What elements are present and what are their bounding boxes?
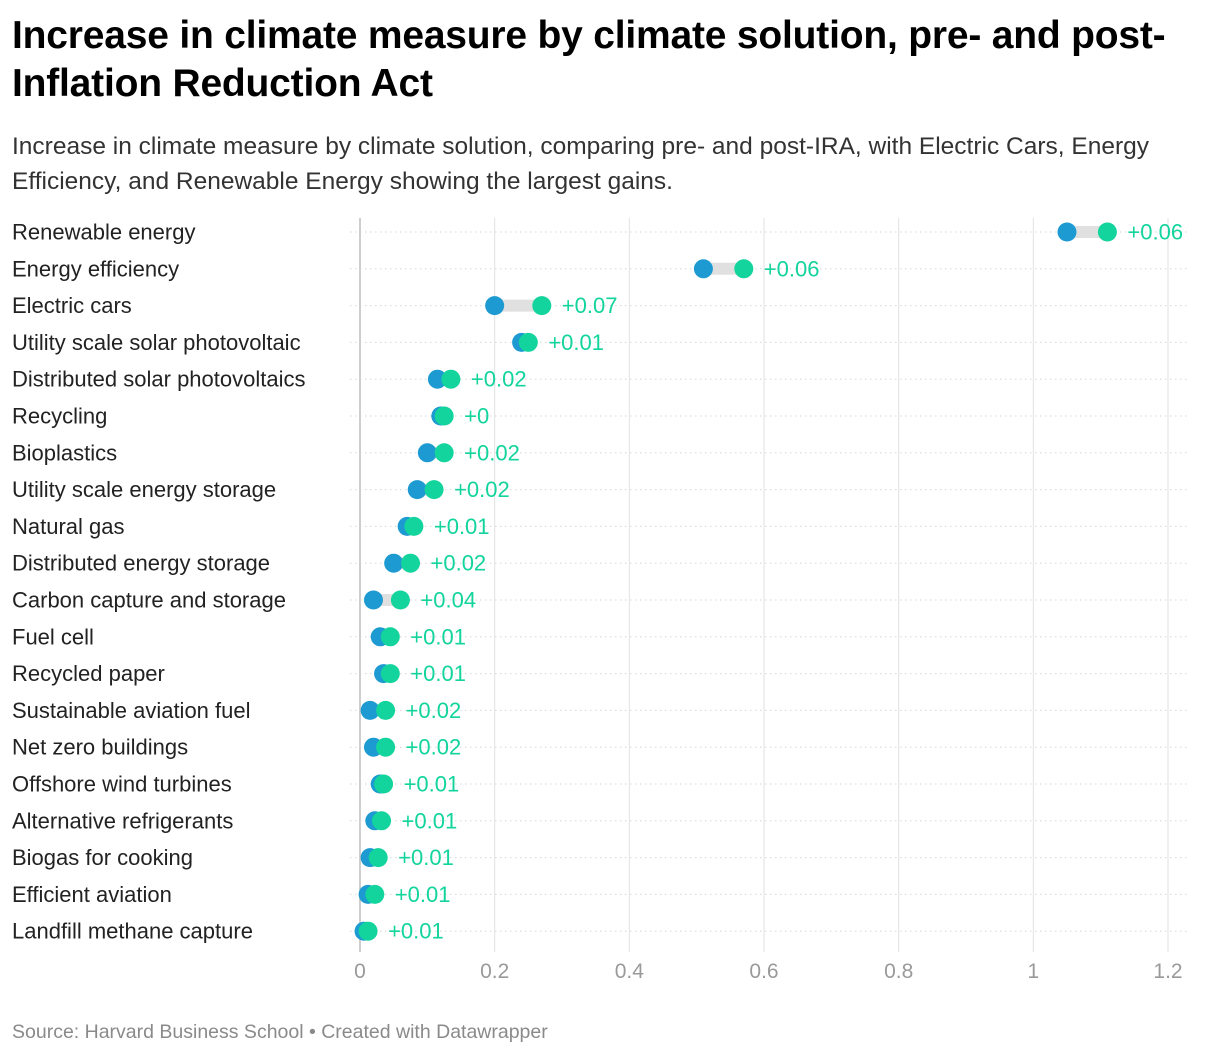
difference-label: +0.02 (454, 477, 510, 502)
post-ira-dot (518, 332, 538, 352)
difference-label: +0.02 (471, 367, 527, 392)
post-ira-dot (404, 516, 424, 536)
post-ira-dot (401, 553, 420, 573)
row-label: Sustainable aviation fuel (12, 698, 251, 723)
post-ira-dot (380, 627, 400, 647)
post-ira-dot (376, 700, 396, 720)
row-label: Recycled paper (12, 661, 165, 686)
row-label: Net zero buildings (12, 735, 188, 760)
difference-label: +0 (464, 404, 489, 429)
post-ira-dot (358, 921, 378, 941)
x-tick-label: 0.4 (615, 960, 645, 983)
pre-ira-dot (427, 369, 447, 389)
post-ira-dot (424, 480, 444, 500)
row-label: Fuel cell (12, 624, 94, 649)
post-ira-dot (376, 737, 396, 757)
row-label: Utility scale energy storage (12, 477, 276, 502)
post-ira-dot (365, 884, 385, 904)
x-tick-label: 0.6 (749, 960, 778, 983)
difference-label: +0.01 (410, 661, 466, 686)
row-label: Distributed solar photovoltaics (12, 367, 305, 392)
post-ira-dot (532, 296, 552, 316)
row-label: Energy efficiency (12, 256, 179, 281)
pre-ira-dot (1057, 222, 1077, 242)
difference-label: +0.01 (434, 514, 490, 539)
difference-label: +0.01 (404, 772, 460, 797)
difference-label: +0.01 (548, 330, 604, 355)
x-tick-label: 1.2 (1153, 960, 1182, 983)
difference-label: +0.02 (406, 698, 462, 723)
post-ira-dot (390, 590, 410, 610)
post-ira-dot (374, 774, 394, 794)
row-label: Recycling (12, 404, 107, 429)
x-tick-label: 0.8 (884, 960, 913, 983)
difference-label: +0.04 (420, 588, 476, 613)
pre-ira-dot (693, 259, 713, 279)
post-ira-dot (434, 406, 454, 426)
row-label: Alternative refrigerants (12, 808, 233, 833)
row-label: Utility scale solar photovoltaic (12, 330, 301, 355)
pre-ira-dot (485, 296, 505, 316)
pre-ira-dot (360, 700, 380, 720)
row-label: Bioplastics (12, 440, 117, 465)
post-ira-dot (380, 664, 400, 684)
row-label: Biogas for cooking (12, 845, 193, 870)
source-footer: Source: Harvard Business School • Create… (12, 1021, 548, 1043)
difference-label: +0.07 (562, 293, 618, 318)
difference-label: +0.01 (388, 919, 444, 944)
difference-label: +0.02 (431, 551, 487, 576)
chart-title: Increase in climate measure by climate s… (12, 14, 1166, 105)
difference-label: +0.01 (410, 624, 466, 649)
pre-ira-dot (417, 443, 437, 463)
x-tick-label: 1 (1027, 960, 1039, 983)
row-label: Landfill methane capture (12, 919, 253, 944)
difference-label: +0.06 (764, 256, 820, 281)
x-tick-label: 0.2 (480, 960, 509, 983)
post-ira-dot (734, 259, 754, 279)
row-label: Offshore wind turbines (12, 772, 232, 797)
post-ira-dot (434, 443, 454, 463)
pre-ira-dot (363, 590, 383, 610)
x-tick-label: 0 (354, 960, 366, 983)
difference-label: +0.01 (395, 882, 451, 907)
post-ira-dot (372, 811, 392, 831)
row-label: Efficient aviation (12, 882, 172, 907)
difference-label: +0.01 (398, 845, 454, 870)
row-label: Distributed energy storage (12, 551, 270, 576)
pre-ira-dot (384, 553, 404, 573)
difference-label: +0.02 (464, 440, 520, 465)
row-label: Carbon capture and storage (12, 588, 286, 613)
post-ira-dot (368, 848, 388, 868)
row-label: Electric cars (12, 293, 132, 318)
row-label: Natural gas (12, 514, 125, 539)
difference-label: +0.02 (406, 735, 462, 760)
post-ira-dot (441, 369, 461, 389)
difference-label: +0.01 (402, 808, 458, 833)
difference-label: +0.06 (1127, 220, 1183, 245)
row-label: Renewable energy (12, 220, 195, 245)
pre-ira-dot (407, 480, 427, 500)
post-ira-dot (1097, 222, 1117, 242)
chart-subtitle: Increase in climate measure by climate s… (12, 133, 1149, 195)
